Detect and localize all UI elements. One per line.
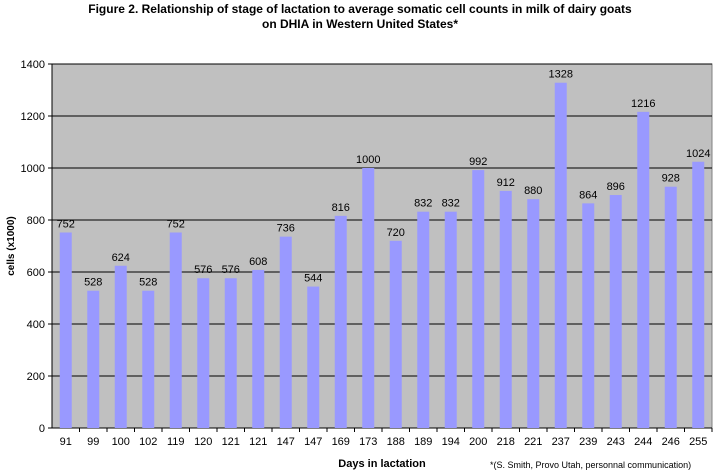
x-tick-label: 119 — [167, 436, 185, 448]
bar — [554, 82, 567, 428]
bar — [389, 240, 402, 428]
plot-area — [51, 63, 713, 429]
bar — [169, 232, 182, 428]
x-tick-label: 147 — [277, 436, 295, 448]
x-tick-label: 255 — [689, 436, 707, 448]
y-tick-label: 1400 — [21, 59, 45, 71]
x-tick-label: 173 — [359, 436, 377, 448]
bar — [664, 186, 677, 428]
x-axis-label: Days in lactation — [338, 458, 426, 470]
x-tick-label: 188 — [387, 436, 405, 448]
bar — [307, 286, 320, 428]
x-tick-label: 243 — [607, 436, 625, 448]
y-tick-label: 800 — [27, 215, 45, 227]
x-tick-label: 120 — [194, 436, 212, 448]
x-tick-label: 239 — [579, 436, 597, 448]
bar — [582, 203, 595, 428]
bar — [224, 278, 237, 428]
chart-title-line-2: on DHIA in Western United States* — [261, 17, 459, 31]
bar — [279, 236, 292, 428]
data-label: 896 — [607, 181, 625, 193]
bar — [334, 215, 347, 428]
chart-title-line-1: Figure 2. Relationship of stage of lacta… — [88, 2, 632, 16]
bar — [444, 211, 457, 428]
data-label: 832 — [414, 198, 432, 210]
x-tick-label: 200 — [469, 436, 487, 448]
y-tick-label: 600 — [27, 267, 45, 279]
y-tick-label: 200 — [27, 371, 45, 383]
bar — [417, 211, 430, 428]
data-label: 1024 — [686, 148, 710, 160]
x-tick-label: 102 — [139, 436, 157, 448]
data-label: 752 — [57, 218, 75, 230]
x-tick-label: 246 — [662, 436, 680, 448]
data-label: 544 — [304, 273, 322, 285]
x-tick-label: 244 — [634, 436, 652, 448]
data-label: 1216 — [631, 98, 655, 110]
bar — [197, 278, 210, 428]
data-label: 608 — [249, 256, 267, 268]
x-tick-label: 91 — [60, 436, 72, 448]
bar — [252, 269, 265, 428]
bar — [527, 199, 540, 428]
chart-title: Figure 2. Relationship of stage of lacta… — [0, 2, 720, 32]
bar — [362, 168, 375, 428]
y-tick-label: 400 — [27, 319, 45, 331]
data-label: 912 — [497, 177, 515, 189]
bar — [142, 290, 155, 428]
data-label: 528 — [84, 277, 102, 289]
data-label: 576 — [194, 264, 212, 276]
bar — [59, 232, 72, 428]
x-tick-label: 99 — [87, 436, 99, 448]
x-tick-label: 221 — [524, 436, 542, 448]
data-label: 864 — [579, 189, 597, 201]
x-tick-label: 218 — [497, 436, 515, 448]
bar — [692, 161, 705, 428]
bar — [114, 265, 127, 428]
x-tick-label: 194 — [442, 436, 460, 448]
y-tick-label: 1200 — [21, 111, 45, 123]
x-tick-label: 100 — [112, 436, 130, 448]
y-tick-label: 1000 — [21, 163, 45, 175]
data-label: 736 — [277, 223, 295, 235]
data-label: 832 — [442, 198, 460, 210]
bar — [472, 170, 485, 428]
x-tick-label: 189 — [414, 436, 432, 448]
y-tick-label: 0 — [39, 423, 45, 435]
bar — [87, 290, 100, 428]
data-label: 992 — [469, 156, 487, 168]
data-label: 1328 — [549, 69, 573, 81]
data-label: 880 — [524, 185, 542, 197]
data-label: 528 — [139, 277, 157, 289]
data-label: 928 — [662, 173, 680, 185]
data-label: 752 — [167, 218, 185, 230]
y-axis-label: cells (x1000) — [6, 216, 17, 276]
x-tick-label: 121 — [249, 436, 267, 448]
footnote: *(S. Smith, Provo Utah, personnal commun… — [490, 460, 692, 470]
bar — [499, 190, 512, 428]
bar — [609, 195, 622, 428]
data-label: 624 — [112, 252, 130, 264]
data-label: 816 — [332, 202, 350, 214]
data-label: 1000 — [356, 154, 380, 166]
data-label: 720 — [387, 227, 405, 239]
x-tick-label: 121 — [222, 436, 240, 448]
bar — [637, 111, 650, 428]
x-tick-label: 169 — [332, 436, 350, 448]
data-label: 576 — [222, 264, 240, 276]
x-tick-label: 147 — [304, 436, 322, 448]
x-tick-label: 237 — [552, 436, 570, 448]
